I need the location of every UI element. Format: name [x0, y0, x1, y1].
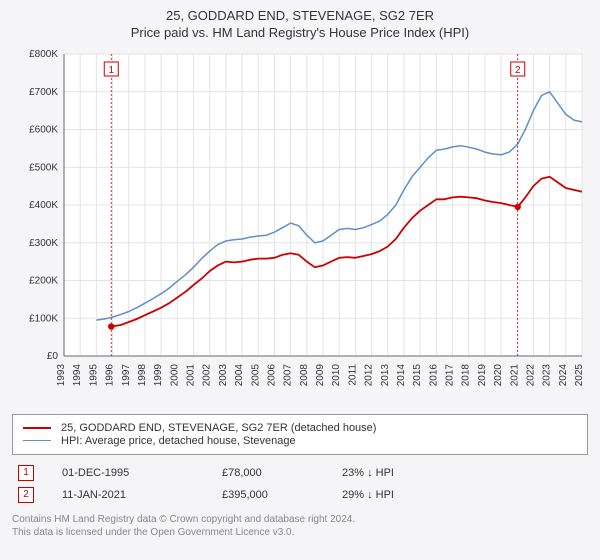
svg-text:2007: 2007: [283, 363, 294, 386]
svg-text:£700K: £700K: [29, 87, 58, 98]
chart-subtitle: Price paid vs. HM Land Registry's House …: [12, 25, 588, 42]
legend-swatch: [23, 427, 51, 429]
svg-text:1999: 1999: [153, 363, 164, 386]
license-line: Contains HM Land Registry data © Crown c…: [12, 513, 588, 526]
legend-swatch: [23, 440, 51, 441]
svg-text:£300K: £300K: [29, 238, 58, 249]
svg-text:2019: 2019: [477, 363, 488, 386]
marker-badge: 2: [18, 487, 34, 503]
svg-text:1995: 1995: [88, 363, 99, 386]
svg-text:2005: 2005: [250, 363, 261, 386]
svg-text:2009: 2009: [315, 363, 326, 386]
svg-text:2017: 2017: [445, 363, 456, 386]
svg-text:2010: 2010: [331, 363, 342, 386]
svg-text:2012: 2012: [364, 363, 375, 386]
svg-text:2024: 2024: [558, 363, 569, 386]
svg-text:2011: 2011: [347, 363, 358, 385]
legend-box: 25, GODDARD END, STEVENAGE, SG2 7ER (det…: [12, 414, 588, 455]
svg-text:2013: 2013: [380, 363, 391, 386]
svg-text:£100K: £100K: [29, 313, 58, 324]
svg-text:2014: 2014: [396, 363, 407, 386]
chart-area: £0 £100K £200K £300K £400K £500K £600K £700K £80…: [12, 48, 588, 408]
svg-text:£500K: £500K: [29, 162, 58, 173]
svg-text:2018: 2018: [461, 363, 472, 386]
svg-text:1994: 1994: [72, 363, 83, 386]
svg-text:1993: 1993: [56, 363, 67, 386]
svg-text:1: 1: [108, 65, 114, 76]
svg-text:2001: 2001: [186, 363, 197, 386]
svg-text:2020: 2020: [493, 363, 504, 386]
svg-text:2022: 2022: [525, 363, 536, 386]
svg-text:£400K: £400K: [29, 200, 58, 211]
svg-text:£200K: £200K: [29, 275, 58, 286]
legend-row-hpi: HPI: Average price, detached house, Stev…: [23, 435, 577, 447]
legend-row-price-paid: 25, GODDARD END, STEVENAGE, SG2 7ER (det…: [23, 422, 577, 434]
figure-container: 25, GODDARD END, STEVENAGE, SG2 7ER Pric…: [0, 0, 600, 560]
svg-text:2003: 2003: [218, 363, 229, 386]
marker-delta: 23% ↓ HPI: [338, 463, 586, 483]
price-chart: £0 £100K £200K £300K £400K £500K £600K £700K £80…: [12, 48, 588, 408]
marker-price: £78,000: [218, 463, 336, 483]
marker-table: 1 01-DEC-1995 £78,000 23% ↓ HPI 2 11-JAN…: [12, 461, 588, 507]
marker-price: £395,000: [218, 485, 336, 505]
svg-text:2002: 2002: [202, 363, 213, 386]
svg-text:1996: 1996: [105, 363, 116, 386]
svg-text:£0: £0: [47, 351, 59, 362]
marker-badge: 1: [18, 465, 34, 481]
legend-label: HPI: Average price, detached house, Stev…: [61, 435, 296, 447]
legend-label: 25, GODDARD END, STEVENAGE, SG2 7ER (det…: [61, 422, 376, 434]
svg-text:1997: 1997: [121, 363, 132, 386]
svg-text:2000: 2000: [169, 363, 180, 386]
marker-row: 2 11-JAN-2021 £395,000 29% ↓ HPI: [14, 485, 586, 505]
chart-title: 25, GODDARD END, STEVENAGE, SG2 7ER: [12, 8, 588, 25]
svg-text:2004: 2004: [234, 363, 245, 386]
svg-text:2025: 2025: [574, 363, 585, 386]
svg-text:£800K: £800K: [29, 49, 58, 60]
license-text: Contains HM Land Registry data © Crown c…: [12, 513, 588, 539]
marker-row: 1 01-DEC-1995 £78,000 23% ↓ HPI: [14, 463, 586, 483]
svg-text:2015: 2015: [412, 363, 423, 386]
marker-date: 11-JAN-2021: [58, 485, 216, 505]
marker-delta: 29% ↓ HPI: [338, 485, 586, 505]
svg-text:2023: 2023: [542, 363, 553, 386]
marker-date: 01-DEC-1995: [58, 463, 216, 483]
svg-text:2: 2: [515, 65, 521, 76]
svg-text:£600K: £600K: [29, 124, 58, 135]
svg-text:2006: 2006: [266, 363, 277, 386]
svg-text:2021: 2021: [509, 363, 520, 386]
license-line: This data is licensed under the Open Gov…: [12, 526, 588, 539]
svg-text:2008: 2008: [299, 363, 310, 386]
svg-text:1998: 1998: [137, 363, 148, 386]
svg-text:2016: 2016: [428, 363, 439, 386]
